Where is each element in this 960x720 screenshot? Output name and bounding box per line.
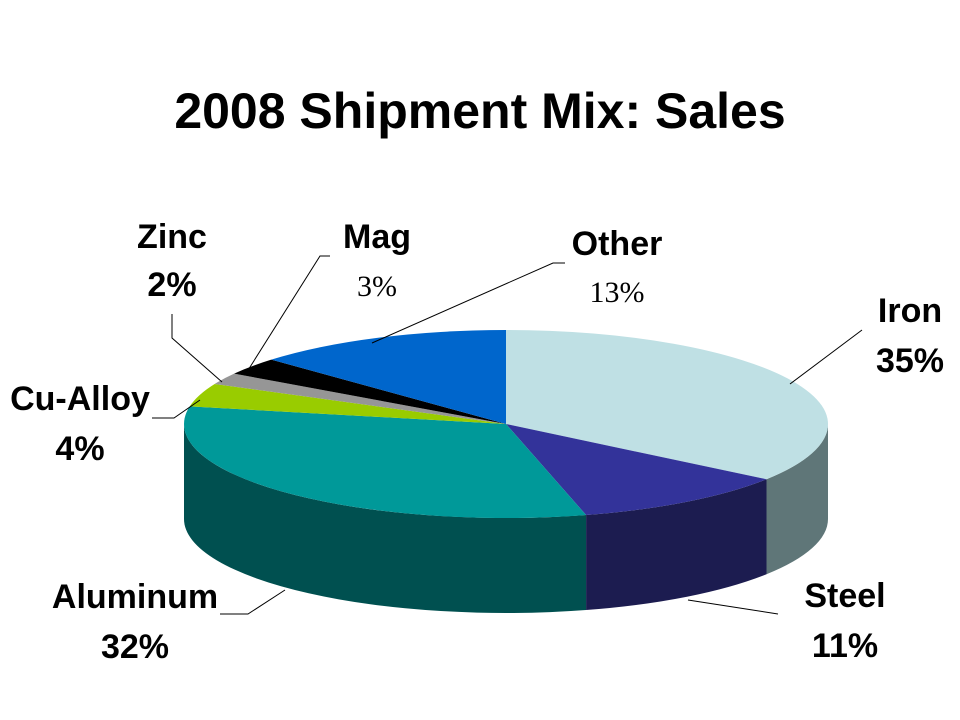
leader-line-aluminum xyxy=(220,589,286,615)
chart-title: 2008 Shipment Mix: Sales xyxy=(174,83,786,139)
slice-value-cu-alloy: 4% xyxy=(55,430,104,468)
slice-label-steel: Steel xyxy=(804,577,885,615)
leader-lines xyxy=(152,255,863,615)
leader-line-iron xyxy=(789,329,863,385)
leader-line-zinc xyxy=(171,314,223,383)
slice-label-cu-alloy: Cu-Alloy xyxy=(10,380,150,418)
slice-value-steel: 11% xyxy=(812,627,878,665)
pie-slices xyxy=(184,330,829,518)
leader-line-mag xyxy=(244,255,330,376)
pie-sides xyxy=(184,424,829,613)
slice-value-other: 13% xyxy=(590,276,645,309)
slice-label-mag: Mag xyxy=(343,218,411,256)
leader-line-steel xyxy=(687,599,779,615)
leader-line-cu-alloy xyxy=(152,399,201,419)
slice-value-zinc: 2% xyxy=(147,266,196,304)
slice-label-iron: Iron xyxy=(878,292,942,330)
leader-line-other xyxy=(371,262,565,344)
slice-other xyxy=(271,330,506,424)
slice-label-aluminum: Aluminum xyxy=(52,578,218,616)
slice-side-iron xyxy=(766,424,829,575)
slice-value-mag: 3% xyxy=(357,270,397,303)
slice-steel xyxy=(506,424,767,516)
slice-aluminum xyxy=(184,406,587,518)
slice-iron xyxy=(506,330,829,480)
slice-side-steel xyxy=(586,479,767,611)
slice-cu-alloy xyxy=(189,383,507,424)
slice-zinc xyxy=(214,373,506,424)
slice-mag xyxy=(234,359,506,424)
slice-labels: Iron 35% Steel 11% Aluminum 32% Cu-Alloy 4% Zinc… xyxy=(10,218,944,666)
slice-side-aluminum xyxy=(184,424,587,613)
slice-label-other: Other xyxy=(572,225,663,263)
slice-value-aluminum: 32% xyxy=(101,628,169,666)
slice-label-zinc: Zinc xyxy=(137,218,207,256)
slice-value-iron: 35% xyxy=(876,342,944,380)
